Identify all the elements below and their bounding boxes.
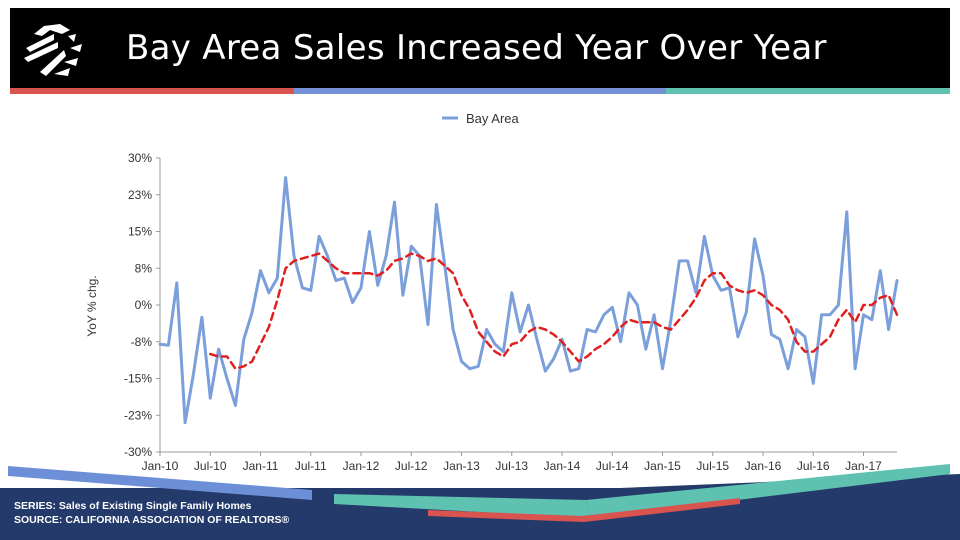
chart-legend: Bay Area xyxy=(442,111,520,126)
car-logo-icon xyxy=(24,24,82,76)
x-tick-label: Jul-11 xyxy=(295,459,327,473)
accent-stripe-teal xyxy=(666,88,950,94)
trend-line-moving-average xyxy=(209,252,899,370)
y-tick-label: 0% xyxy=(135,298,153,312)
x-tick-label: Jan-11 xyxy=(243,459,279,473)
footer-band xyxy=(0,464,960,540)
footer-teal-swoosh-right xyxy=(586,464,950,518)
y-tick-label: -23% xyxy=(124,408,152,422)
page-title: Bay Area Sales Increased Year Over Year xyxy=(126,28,827,68)
footer-red-swoosh xyxy=(428,498,740,522)
line-chart: Bay Area YoY % chg. 30% 23% 15% 8% 0% -8% -15%… xyxy=(85,111,899,473)
y-tick-label: 23% xyxy=(128,188,152,202)
x-tick-label: Jul-15 xyxy=(696,459,729,473)
x-tick-label: Jul-13 xyxy=(495,459,528,473)
y-tick-label: 15% xyxy=(128,225,152,239)
y-tick-label: -15% xyxy=(124,372,152,386)
x-tick-label: Jul-10 xyxy=(194,459,227,473)
x-tick-label: Jan-12 xyxy=(343,459,380,473)
y-tick-label: -30% xyxy=(124,445,152,459)
footer-source-note: SOURCE: CALIFORNIA ASSOCIATION OF REALTO… xyxy=(14,514,290,526)
y-tick-label: 30% xyxy=(128,151,152,165)
y-axis-label: YoY % chg. xyxy=(85,275,99,336)
accent-stripe-red xyxy=(10,88,294,94)
x-tick-label: Jul-12 xyxy=(395,459,428,473)
x-tick-label: Jan-10 xyxy=(142,459,179,473)
x-tick-label: Jul-14 xyxy=(596,459,629,473)
x-tick-label: Jan-15 xyxy=(644,459,681,473)
footer-teal-swoosh-left xyxy=(334,494,590,518)
footer-blue-swoosh xyxy=(8,466,312,500)
x-tick-label: Jan-16 xyxy=(745,459,782,473)
x-tick-label: Jul-16 xyxy=(797,459,830,473)
legend-label-bay-area: Bay Area xyxy=(466,111,520,126)
x-tick-label: Jan-14 xyxy=(544,459,581,473)
plot-area: 30% 23% 15% 8% 0% -8% -15% -23% -30%Jan-10 Jul-10… xyxy=(124,151,899,473)
title-bar: Bay Area Sales Increased Year Over Year xyxy=(10,8,950,88)
series-line-bay-area xyxy=(158,176,899,425)
footer-series-note: SERIES: Sales of Existing Single Family … xyxy=(14,500,252,512)
y-tick-label: -8% xyxy=(131,335,153,349)
x-tick-label: Jan-13 xyxy=(443,459,480,473)
x-tick-label: Jan-17 xyxy=(845,459,882,473)
accent-stripe-blue xyxy=(294,88,666,94)
y-tick-label: 8% xyxy=(135,261,153,275)
